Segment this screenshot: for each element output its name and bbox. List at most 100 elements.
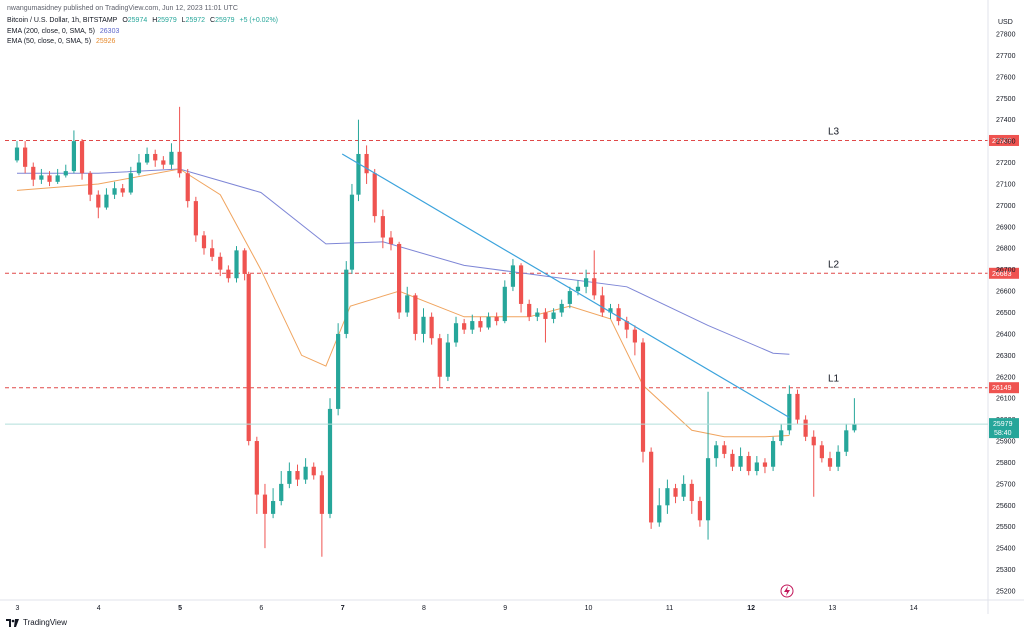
candle-body [63,171,68,176]
ema200-value: 26303 [99,28,120,35]
trendline-group [341,153,790,418]
candle-body [270,501,276,514]
candle [437,333,442,388]
countdown-label: 58:40 [994,430,1012,437]
candle [730,449,735,472]
candle [478,316,483,332]
candle-body [535,312,540,317]
candle-body [844,430,849,452]
candle-body [242,250,247,274]
candle [136,153,142,176]
candle [218,252,223,277]
candle-body [185,173,190,202]
price-tick-label: 27200 [996,160,1016,167]
candle-body [836,451,841,467]
price-tick-label: 26400 [996,331,1016,338]
level-name-l1: L1 [828,374,840,385]
candle-body [349,194,355,270]
symbol-legend[interactable]: Bitcoin / U.S. Dollar, 1h, BITSTAMP O259… [7,17,281,24]
price-tick-label: 27000 [996,203,1016,210]
candle [104,188,109,210]
candle [527,299,532,322]
candle [827,451,833,472]
candle [295,464,300,487]
candle [112,181,117,199]
candle [632,325,637,356]
ema50-legend[interactable]: EMA (50, close, 0, SMA, 5) 25926 [7,38,118,45]
candle [169,143,174,169]
candle [71,130,77,174]
candle [502,280,507,324]
candle-body [319,475,324,514]
candle [470,314,475,334]
candle [844,423,849,457]
candle [770,436,776,472]
candle-body [96,194,101,208]
price-tick-label: 26200 [996,374,1016,381]
candle-body [657,505,662,523]
price-tick-label: 27600 [996,74,1016,81]
candle [242,248,247,281]
candle [510,258,516,292]
ohlc-high: 25979 [157,17,177,24]
candle [226,265,231,283]
ohlc-low-label: L [181,17,186,24]
candle-body [344,269,349,334]
candle-body [218,256,223,270]
candle-body [779,430,784,442]
lightning-icon [780,584,794,598]
candle-body [453,323,459,343]
candle [600,286,605,317]
candle [405,286,410,317]
level-price-tag [989,382,1019,394]
ohlc-high-label: H [152,17,158,24]
candle [63,164,68,178]
price-tick-label: 27300 [996,139,1016,146]
candle-body [746,456,751,472]
candle-body [730,453,735,467]
candle-body [673,488,678,497]
candle-body [559,303,564,313]
candle [518,263,524,313]
candle-body [827,458,833,467]
candle [673,483,678,504]
time-tick-label: 11 [666,605,673,612]
candle-body [128,173,133,193]
candle-body [311,466,316,476]
candle [453,316,459,347]
candle [421,308,426,343]
price-axis-currency: USD [998,19,1013,26]
candle-body [445,342,450,377]
candle-body [31,166,36,180]
candle [494,312,499,326]
candle [31,162,36,187]
ema200-legend[interactable]: EMA (200, close, 0, SMA, 5) 26303 [7,28,122,35]
candle-body [762,462,768,467]
candle-body [502,286,507,322]
candle-body [234,250,239,279]
price-tick-label: 25300 [996,567,1016,574]
tradingview-footer[interactable]: TradingView [6,618,67,627]
candle-body [795,393,800,420]
candle [344,261,349,339]
price-tick-label: 25400 [996,546,1016,553]
candle-body [47,175,52,182]
candle-body [112,188,117,195]
candle [327,398,333,519]
candle-body [120,188,125,193]
candle [79,138,85,180]
candlesticks [14,106,857,557]
candle [311,462,316,480]
candle-body [722,445,727,454]
candle-body [397,243,402,313]
tradingview-logo-icon [6,618,19,627]
ohlc-open-label: O [122,17,128,24]
price-tick-label: 25600 [996,503,1016,510]
candle-body [689,483,694,502]
level-name-l3: L3 [828,126,840,137]
candle-body [356,153,361,195]
candle [779,423,784,446]
candle-body [39,175,44,180]
level-price-tag [989,134,1019,146]
